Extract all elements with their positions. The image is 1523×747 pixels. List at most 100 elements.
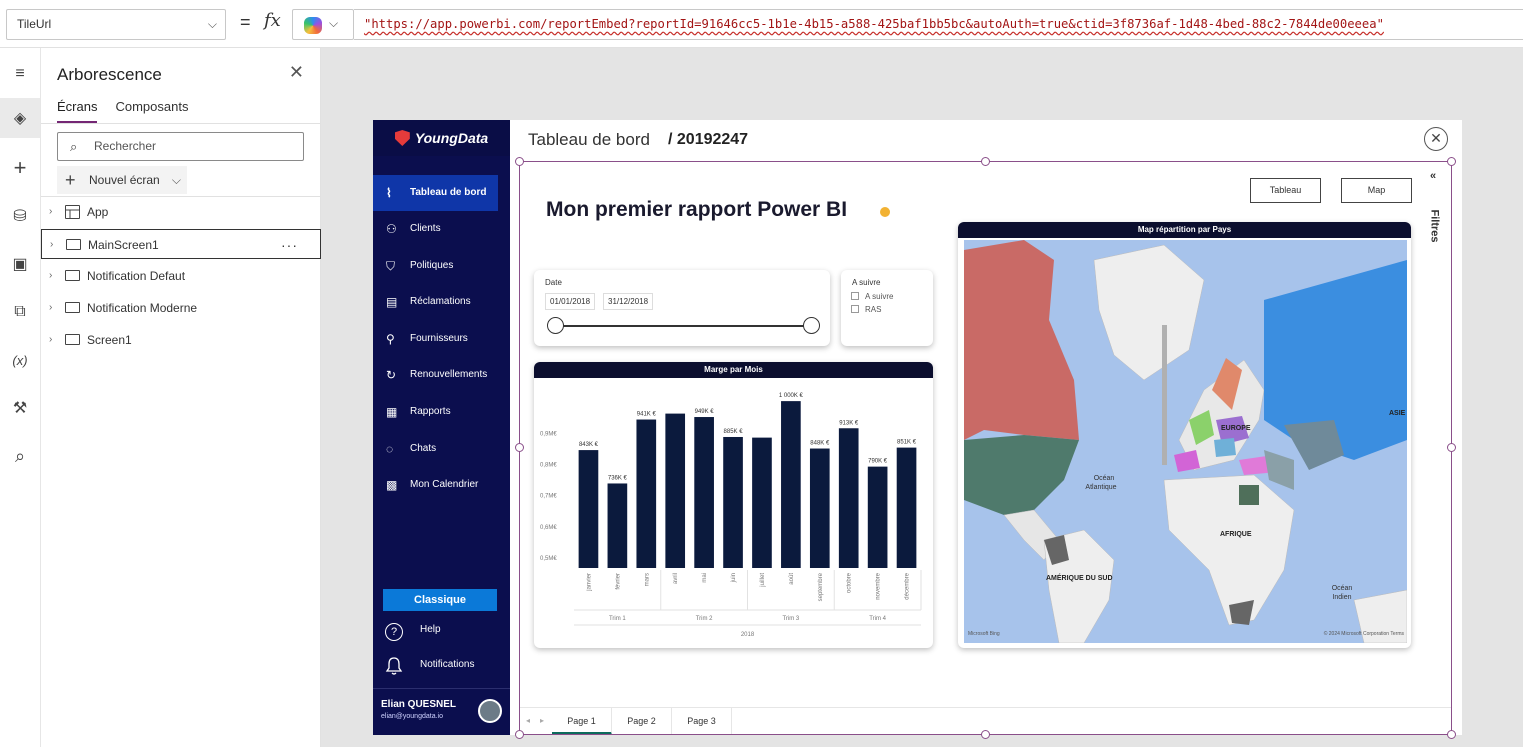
nav-item-politiques[interactable]: ⛉ Politiques [373,248,510,284]
option-a-suivre[interactable]: A suivre [851,292,893,301]
resize-handle[interactable] [981,157,990,166]
media-icon[interactable]: ▣ [12,256,28,273]
prev-page-icon[interactable]: ◂ [526,716,531,725]
bar [867,466,888,568]
nav-item-rapports[interactable]: ▦ Rapports [373,394,510,430]
close-icon[interactable]: ✕ [1424,127,1448,151]
more-options-icon[interactable]: ··· [281,237,298,253]
tab-page-3[interactable]: Page 3 [672,708,732,735]
nav-item-fournisseurs[interactable]: ⚲ Fournisseurs [373,321,510,357]
option-ras[interactable]: RAS [851,305,881,314]
search-placeholder: Rechercher [94,139,157,153]
data-label: 885K € [724,429,744,435]
help-icon: ? [385,615,403,645]
copilot-button[interactable]: ⌵ [292,9,354,40]
calendar-icon: ▩ [386,478,398,492]
users-icon: ⚇ [386,222,397,236]
nav-item-mon-calendrier[interactable]: ▩ Mon Calendrier [373,467,510,503]
emoji-icon [880,207,890,217]
x-tick-label: octobre [847,572,853,593]
bar [607,483,628,568]
chevron-right-icon[interactable]: › [49,334,53,345]
checkbox[interactable] [851,305,859,313]
bar [723,436,743,568]
tableau-button[interactable]: Tableau [1250,178,1321,203]
ocean-word: Océan [1094,475,1115,482]
new-screen-button[interactable]: + Nouvel écran ⌵ [57,166,187,194]
chevron-right-icon[interactable]: › [50,239,54,250]
start-date-input[interactable]: 01/01/2018 [545,293,596,310]
property-dropdown[interactable]: TileUrl ⌵ [6,9,226,40]
data-label: 913K € [839,420,859,426]
nav-label: Réclamations [410,296,471,307]
formula-input[interactable]: "https://app.powerbi.com/reportEmbed?rep… [354,9,1523,40]
resize-handle[interactable] [1447,730,1456,739]
tree-item-mainscreen1[interactable]: › MainScreen1 ··· [41,229,321,259]
data-label: 848K € [810,441,830,447]
data-label: 851K € [897,440,917,446]
x-tick-label: novembre [876,572,882,599]
checkbox[interactable] [851,292,859,300]
map-label-africa: AFRIQUE [1220,531,1252,538]
tools-icon[interactable]: ⚒ [12,400,28,417]
tab-screens[interactable]: Écrans [57,99,98,123]
nav-item-clients[interactable]: ⚇ Clients [373,211,510,247]
plus-icon[interactable]: + [13,155,27,180]
classic-button[interactable]: Classique [383,589,497,611]
resize-handle[interactable] [515,443,524,452]
avatar[interactable] [478,699,502,723]
ocean-word: Océan [1332,585,1353,592]
nav-item-renouvellements[interactable]: ↻ Renouvellements [373,357,510,393]
y-tick-label: 0,6M€ [540,525,557,531]
database-icon[interactable]: ⛁ [13,208,27,225]
option-label: RAS [865,305,882,314]
variables-icon[interactable]: (x) [12,352,28,368]
filters-pane-toggle[interactable]: « Filtres [1426,170,1446,290]
tab-page-1[interactable]: Page 1 [552,708,612,735]
world-map[interactable]: EUROPE ASIE Océan Atlantique AFRIQUE AMÉR… [964,240,1407,643]
date-slicer: Date 01/01/2018 31/12/2018 [534,270,830,346]
resize-handle[interactable] [981,730,990,739]
data-label: 1 000K € [779,393,804,399]
chevron-right-icon[interactable]: › [49,302,53,313]
power-automate-icon[interactable]: ⧉ [14,303,26,320]
help-link[interactable]: ? Help [373,615,510,645]
divider [41,123,321,124]
close-icon[interactable]: ✕ [288,62,304,82]
left-rail: ≡ ◈ + ⛁ ▣ ⧉ (x) ⚒ ⌕ [0,48,41,747]
search-icon[interactable]: ⌕ [14,445,26,466]
y-tick-label: 0,9M€ [540,431,557,437]
search-input[interactable]: ⌕ Rechercher [57,132,304,161]
layers-icon[interactable]: ◈ [0,98,40,138]
next-page-icon[interactable]: ▸ [540,716,545,725]
quarter-label: Trim 2 [696,616,713,622]
chevron-right-icon[interactable]: › [49,206,53,217]
tree-item-notification-moderne[interactable]: › Notification Moderne [41,293,321,323]
date-slider-track[interactable] [556,325,812,327]
nav-item-tableau-de-bord[interactable]: ⌇ Tableau de bord [373,175,498,211]
tab-page-2[interactable]: Page 2 [612,708,672,735]
resize-handle[interactable] [1447,157,1456,166]
tab-components[interactable]: Composants [115,99,189,114]
map-button[interactable]: Map [1341,178,1412,203]
x-tick-label: août [789,573,795,585]
notifications-link[interactable]: Notifications [373,650,510,680]
chart-title: Marge par Mois [534,362,933,378]
fx-icon[interactable]: fx [264,10,281,31]
end-date-input[interactable]: 31/12/2018 [603,293,654,310]
bell-icon [385,650,403,680]
resize-handle[interactable] [1447,443,1456,452]
help-glyph: ? [385,623,403,641]
chevron-right-icon[interactable]: › [49,270,53,281]
resize-handle[interactable] [515,157,524,166]
slider-handle-end[interactable] [803,317,820,334]
plus-icon: + [65,170,76,190]
nav-item-reclamations[interactable]: ▤ Réclamations [373,284,510,320]
tree-item-app[interactable]: › App [41,197,321,227]
resize-handle[interactable] [515,730,524,739]
menu-icon[interactable]: ≡ [15,65,25,82]
tree-item-notification-defaut[interactable]: › Notification Defaut [41,261,321,291]
slider-handle-start[interactable] [547,317,564,334]
tree-item-screen1[interactable]: › Screen1 [41,325,321,355]
nav-item-chats[interactable]: ◌ Chats [373,431,510,467]
